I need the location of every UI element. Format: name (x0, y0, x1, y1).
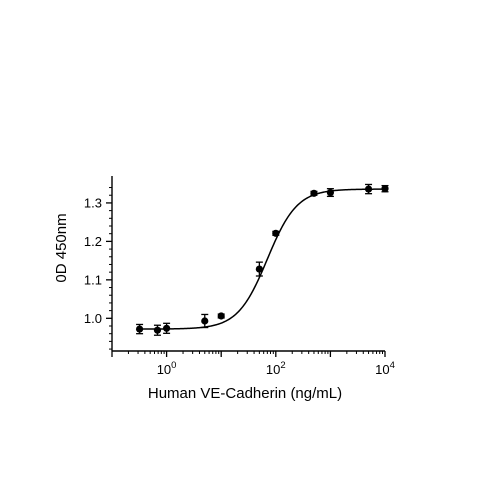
data-marker (381, 185, 389, 193)
data-marker (153, 326, 162, 334)
data-point (381, 184, 389, 193)
x-tick-label: 102 (266, 360, 286, 377)
data-marker (201, 317, 209, 325)
data-point (272, 229, 280, 237)
y-tick-label: 1.3 (84, 195, 102, 210)
data-point (163, 322, 171, 334)
data-point (364, 183, 373, 195)
data-point (310, 189, 318, 197)
data-point (217, 312, 225, 320)
fit-curve-layer (139, 188, 385, 330)
x-tick-label: 100 (157, 360, 177, 377)
data-points (135, 183, 389, 336)
data-marker (310, 189, 318, 197)
x-axis-title: Human VE-Cadherin (ng/mL) (148, 385, 342, 402)
data-point (326, 188, 334, 198)
y-tick-label: 1.0 (84, 311, 102, 326)
y-axis-title: 0D 450nm (53, 213, 70, 282)
data-marker (217, 312, 225, 320)
axes: 1.0 1.1 1.2 1.3 100 102 104 (84, 176, 395, 377)
y-tick-label: 1.1 (84, 272, 102, 287)
fit-curve (139, 188, 385, 330)
data-marker (272, 229, 280, 237)
data-marker (163, 324, 171, 332)
y-tick-label: 1.2 (84, 234, 102, 249)
data-marker (326, 188, 334, 197)
x-tick-label: 104 (375, 360, 395, 377)
data-point (255, 261, 263, 277)
data-point (135, 323, 144, 335)
data-marker (135, 325, 144, 333)
data-marker (255, 265, 263, 273)
data-marker (364, 185, 373, 193)
data-point (153, 324, 162, 336)
data-point (201, 313, 209, 329)
